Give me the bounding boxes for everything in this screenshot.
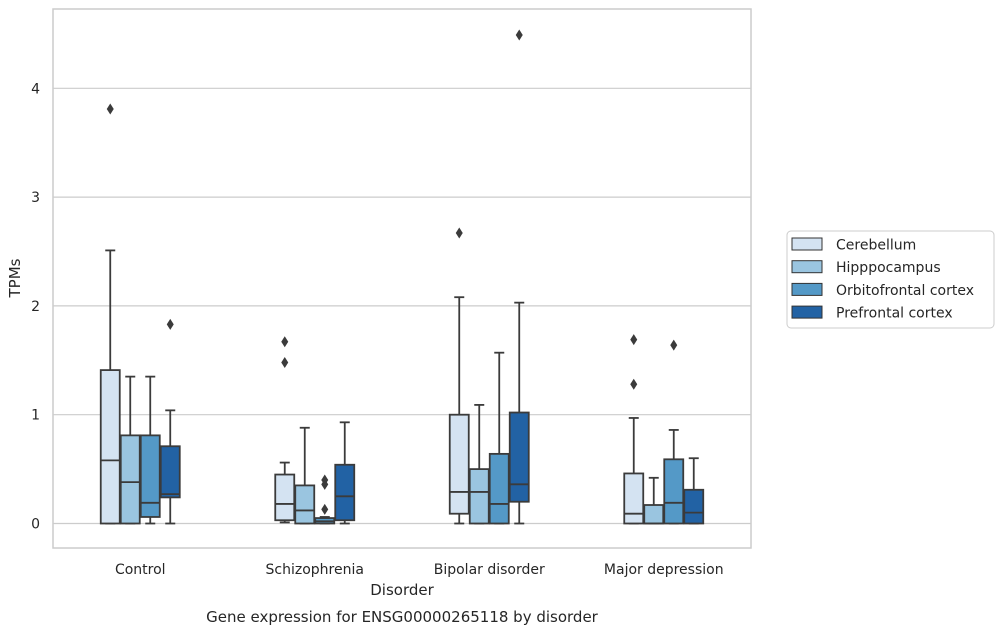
box — [139, 434, 161, 518]
legend-label: Orbitofrontal cortex — [836, 283, 974, 299]
box — [468, 468, 490, 525]
box — [663, 458, 685, 525]
box-groups — [99, 29, 705, 525]
y-tick-label: 0 — [31, 517, 40, 533]
y-tick-label: 2 — [31, 299, 40, 315]
legend-swatch — [791, 237, 823, 251]
outlier-point — [515, 29, 523, 41]
outlier-point — [321, 503, 329, 515]
chart-caption: Gene expression for ENSG00000265118 by d… — [206, 608, 599, 626]
box — [159, 445, 181, 499]
x-ticks: Control Schizophrenia Bipolar disorder Majo… — [115, 562, 724, 578]
box — [488, 452, 510, 525]
box — [119, 434, 141, 525]
outlier-point — [321, 474, 329, 486]
box — [99, 369, 121, 525]
legend-swatch — [791, 260, 823, 274]
box — [294, 484, 316, 525]
y-tick-label: 3 — [31, 190, 40, 206]
outlier-point — [281, 336, 289, 348]
legend: Cerebellum Hipppocampus Orbitofrontal cort… — [786, 230, 995, 329]
legend-label: Cerebellum — [836, 238, 916, 254]
box — [683, 488, 705, 525]
outlier-point — [166, 318, 174, 330]
box — [623, 472, 645, 525]
box-group — [274, 336, 356, 525]
x-tick-label: Major depression — [604, 562, 724, 578]
legend-swatch — [791, 305, 823, 319]
y-tick-label: 4 — [31, 81, 40, 97]
box — [448, 413, 470, 515]
legend-swatch — [791, 282, 823, 296]
outlier-point — [455, 227, 463, 239]
outlier-point — [630, 378, 638, 390]
box — [643, 504, 665, 525]
x-tick-label: Control — [115, 562, 166, 578]
box — [274, 473, 296, 522]
x-tick-label: Bipolar disorder — [434, 562, 545, 578]
legend-frame — [786, 230, 995, 329]
outlier-point — [670, 339, 678, 351]
plot-frame — [52, 8, 752, 549]
outlier-point — [106, 103, 114, 115]
legend-label: Prefrontal cortex — [836, 306, 953, 322]
outlier-point — [630, 334, 638, 346]
y-ticks: 0 1 2 3 4 — [31, 81, 40, 532]
y-axis-title: TPMs — [6, 258, 24, 298]
legend-label: Hipppocampus — [836, 260, 941, 276]
outlier-point — [281, 356, 289, 368]
x-axis-title: Disorder — [370, 581, 434, 599]
box-group — [99, 103, 181, 525]
box — [508, 411, 530, 503]
box-group — [448, 29, 530, 525]
x-tick-label: Schizophrenia — [266, 562, 364, 578]
box-group — [623, 334, 705, 525]
box — [334, 463, 356, 522]
y-tick-label: 1 — [31, 408, 40, 424]
